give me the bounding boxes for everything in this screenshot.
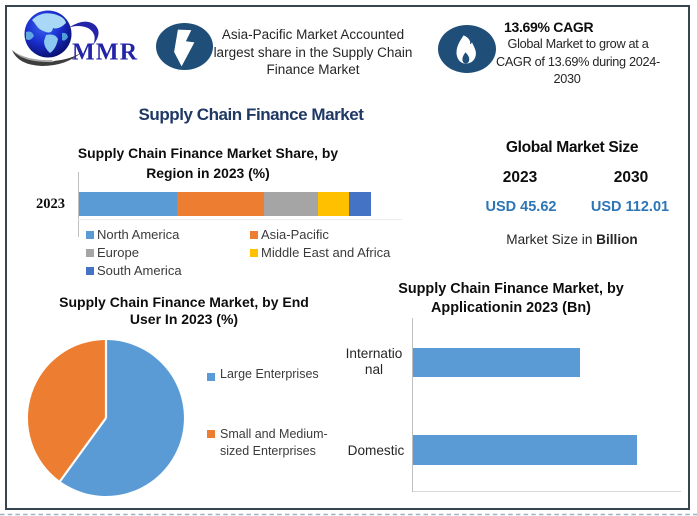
svg-text:MMR: MMR [72,40,138,66]
